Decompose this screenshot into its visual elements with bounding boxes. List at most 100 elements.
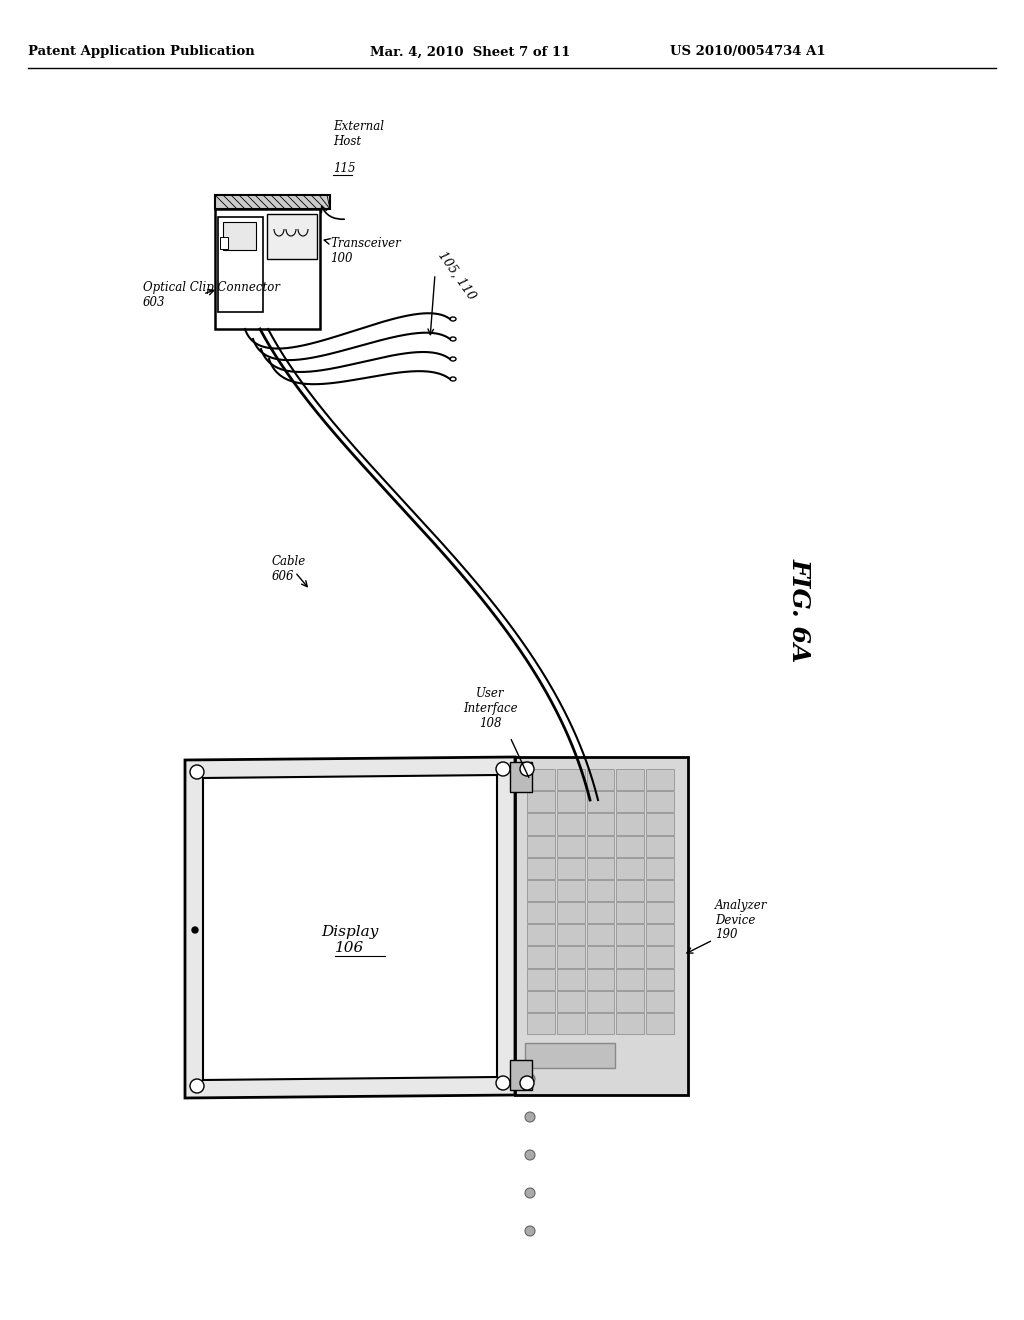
Bar	[557, 991, 585, 1012]
Bar	[557, 791, 585, 812]
Bar	[215, 209, 319, 329]
Text: External
Host: External Host	[333, 120, 384, 148]
Bar	[646, 880, 674, 902]
Bar	[557, 858, 585, 879]
Bar	[616, 858, 644, 879]
Bar	[557, 969, 585, 990]
Bar	[616, 924, 644, 945]
Text: FIG. 6A: FIG. 6A	[788, 558, 812, 663]
Bar	[646, 902, 674, 923]
Bar	[510, 762, 532, 792]
Bar	[527, 902, 555, 923]
Bar	[616, 969, 644, 990]
Circle shape	[520, 762, 534, 776]
Text: Analyzer
Device
190: Analyzer Device 190	[715, 899, 767, 941]
Bar	[527, 969, 555, 990]
Bar	[646, 924, 674, 945]
Bar	[557, 770, 585, 791]
Circle shape	[525, 1150, 535, 1160]
Bar	[587, 858, 614, 879]
Circle shape	[193, 927, 198, 933]
Bar	[587, 946, 614, 968]
Text: US 2010/0054734 A1: US 2010/0054734 A1	[670, 45, 825, 58]
Bar	[587, 770, 614, 791]
Bar	[616, 770, 644, 791]
Bar	[587, 969, 614, 990]
Text: Transceiver
100: Transceiver 100	[330, 238, 400, 265]
Bar	[587, 1012, 614, 1034]
Bar	[646, 991, 674, 1012]
Bar	[527, 791, 555, 812]
Bar	[587, 924, 614, 945]
Text: User
Interface
108: User Interface 108	[463, 686, 517, 730]
Bar	[587, 880, 614, 902]
Bar	[527, 880, 555, 902]
Bar	[646, 1012, 674, 1034]
Circle shape	[525, 1188, 535, 1199]
Bar	[646, 791, 674, 812]
Ellipse shape	[450, 337, 456, 341]
Bar	[616, 813, 644, 834]
Bar	[587, 813, 614, 834]
Bar	[557, 1012, 585, 1034]
Bar	[527, 858, 555, 879]
Bar	[646, 813, 674, 834]
Bar	[646, 946, 674, 968]
Bar	[616, 791, 644, 812]
Text: Cable
606: Cable 606	[272, 554, 306, 583]
Bar	[616, 991, 644, 1012]
Bar	[646, 858, 674, 879]
Circle shape	[520, 1076, 534, 1090]
Text: 105, 110: 105, 110	[435, 249, 478, 302]
Bar	[646, 770, 674, 791]
Bar	[527, 946, 555, 968]
Bar	[525, 1043, 615, 1068]
Bar	[587, 791, 614, 812]
Text: 115: 115	[333, 162, 355, 176]
Text: Patent Application Publication: Patent Application Publication	[28, 45, 255, 58]
Circle shape	[496, 1076, 510, 1090]
Ellipse shape	[450, 378, 456, 381]
Ellipse shape	[450, 356, 456, 360]
Bar	[557, 813, 585, 834]
Bar	[616, 836, 644, 857]
Bar	[557, 946, 585, 968]
Bar	[557, 924, 585, 945]
Bar	[587, 991, 614, 1012]
Bar	[527, 770, 555, 791]
Bar	[587, 902, 614, 923]
Bar	[587, 836, 614, 857]
Bar	[527, 813, 555, 834]
Circle shape	[496, 762, 510, 776]
Bar	[220, 238, 228, 249]
Circle shape	[190, 766, 204, 779]
Bar	[527, 836, 555, 857]
Polygon shape	[203, 775, 497, 1080]
Bar	[527, 924, 555, 945]
Bar	[616, 880, 644, 902]
Bar	[616, 946, 644, 968]
Bar	[557, 880, 585, 902]
Bar	[646, 836, 674, 857]
Bar	[527, 991, 555, 1012]
Polygon shape	[185, 756, 515, 1098]
Bar	[557, 902, 585, 923]
Circle shape	[525, 1111, 535, 1122]
Bar	[616, 902, 644, 923]
Bar	[616, 1012, 644, 1034]
Bar	[557, 836, 585, 857]
Bar	[223, 222, 256, 249]
Text: Mar. 4, 2010  Sheet 7 of 11: Mar. 4, 2010 Sheet 7 of 11	[370, 45, 570, 58]
Text: Optical Clip Connector
603: Optical Clip Connector 603	[143, 281, 280, 309]
Bar	[267, 214, 317, 259]
Bar	[646, 969, 674, 990]
Bar	[527, 1012, 555, 1034]
Bar	[215, 195, 330, 209]
Ellipse shape	[450, 317, 456, 321]
Bar	[515, 756, 688, 1096]
Bar	[510, 1060, 532, 1090]
Text: Display
106: Display 106	[322, 925, 379, 956]
Circle shape	[190, 1078, 204, 1093]
Circle shape	[525, 1074, 535, 1084]
Bar	[218, 216, 263, 312]
